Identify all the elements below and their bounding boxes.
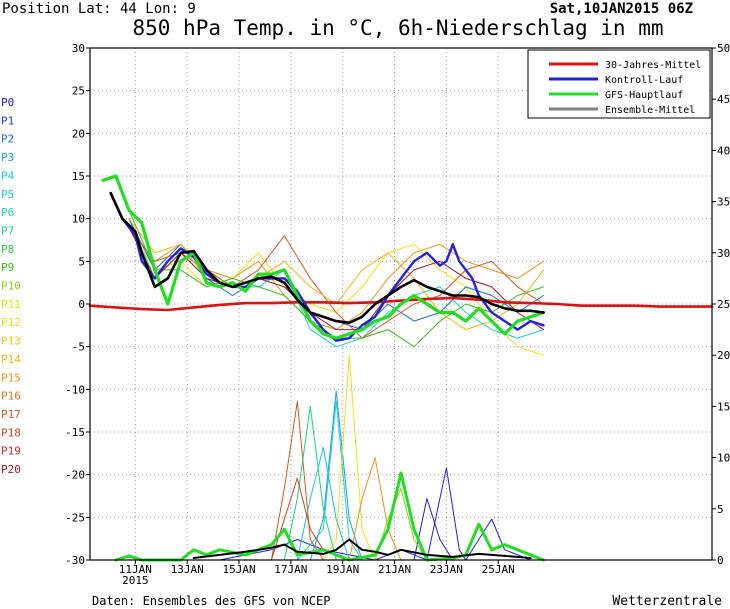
precipitation-tick-label: 5	[717, 503, 724, 516]
member-label-p20: P20	[1, 463, 21, 476]
temperature-tick-label: -30	[65, 554, 85, 567]
legend: 30-Jahres-Mittel Kontroll-Lauf GFS-Hauptla…	[527, 49, 711, 119]
series-line-niederschlag-p-schwarm-6	[413, 498, 454, 561]
precipitation-tick-label: 0	[717, 554, 724, 567]
temperature-tick-label: 15	[72, 170, 85, 183]
series-line-kontroll-lauf	[109, 191, 545, 342]
member-label-p17: P17	[1, 408, 21, 421]
series-line-niederschlag-p-schwarm-4	[270, 400, 324, 561]
member-label-p18: P18	[1, 426, 21, 439]
date-tick-label: 19JAN	[326, 563, 359, 576]
temperature-tick-label: 30	[72, 42, 85, 55]
precipitation-tick-label: 10	[717, 452, 730, 465]
date-tick-year: 2015	[122, 574, 149, 587]
series-line-niederschlag-p-schwarm-1	[296, 400, 363, 561]
series-line-niederschlag-p-schwarm-2	[309, 390, 363, 561]
member-label-p9: P9	[1, 261, 14, 274]
series-line-niederschlag-p-schwarm-10	[374, 487, 428, 561]
temperature-tick-label: -25	[65, 511, 85, 524]
temperature-tick-label: -10	[65, 383, 85, 396]
member-label-p19: P19	[1, 445, 21, 458]
precipitation-tick-label: 35	[717, 196, 730, 209]
member-label-p3: P3	[1, 151, 14, 164]
member-label-p4: P4	[1, 169, 15, 182]
precipitation-tick-label: 40	[717, 144, 730, 157]
series-line-p-schwarm-7	[128, 218, 544, 331]
precipitation-tick-label: 50	[717, 42, 730, 55]
header-run-date: Sat,10JAN2015 06Z	[550, 1, 693, 17]
member-list: P0 P1 P2 P3 P4 P5 P6 P7 P8 P9 P10 P11 P12 P13 P14 P15 P1…	[1, 96, 21, 476]
series-line-niederschlag-p-schwarm-5	[283, 405, 337, 561]
date-tick-label: 13JAN	[171, 563, 204, 576]
member-label-p8: P8	[1, 243, 14, 256]
series-line-niederschlag-p-schwarm-8	[296, 446, 350, 561]
header-position: Position Lat: 44 Lon: 9	[2, 1, 196, 17]
date-tick-label: 25JAN	[482, 563, 515, 576]
legend-entry-label: GFS-Hauptlauf	[605, 90, 683, 101]
member-label-p6: P6	[1, 206, 14, 219]
precipitation-series	[114, 354, 545, 562]
legend-box	[527, 49, 711, 119]
member-label-p1: P1	[1, 114, 14, 127]
series-line-niederschlag-p-schwarm-7	[348, 457, 402, 561]
temperature-tick-label: -15	[65, 426, 85, 439]
series-line-niederschlag-p-schwarm-3	[322, 354, 376, 561]
temperature-tick-label: -5	[72, 341, 85, 354]
member-label-p7: P7	[1, 224, 14, 237]
temperature-axis: 30 25 20 15 10 5 0 -5 -10 -15 -20 -25 -30	[65, 42, 90, 567]
member-label-p13: P13	[1, 335, 21, 348]
temperature-tick-label: 0	[78, 298, 85, 311]
date-tick-label: 11JAN	[119, 563, 152, 576]
member-label-p15: P15	[1, 371, 21, 384]
series-line-ensemble-mittel	[109, 191, 545, 325]
series-line-gfs-hauptlauf	[101, 174, 546, 340]
temperature-tick-label: 5	[78, 255, 85, 268]
member-label-p12: P12	[1, 316, 21, 329]
series-line-30-jahres-mittel	[88, 296, 714, 312]
member-label-p11: P11	[1, 298, 21, 311]
legend-entry-label: Ensemble-Mittel	[605, 105, 695, 116]
date-tick-label: 15JAN	[222, 563, 255, 576]
precipitation-tick-label: 25	[717, 298, 730, 311]
precipitation-tick-label: 45	[717, 93, 730, 106]
member-label-p0: P0	[1, 96, 14, 109]
footer-brand: Wetterzentrale	[612, 594, 722, 609]
temperature-tick-label: 20	[72, 127, 85, 140]
temperature-tick-label: 10	[72, 213, 85, 226]
series-line-niederschlag-gfs-hauptlauf	[114, 471, 545, 562]
date-tick-label: 17JAN	[274, 563, 307, 576]
series-line-niederschlag-ensemble-mittel	[192, 538, 532, 559]
temperature-series	[88, 174, 714, 356]
temperature-tick-label: 25	[72, 85, 85, 98]
date-tick-label: 21JAN	[378, 563, 411, 576]
precipitation-tick-label: 20	[717, 349, 730, 362]
date-tick-label: 23JAN	[430, 563, 463, 576]
member-label-p5: P5	[1, 188, 14, 201]
member-label-p10: P10	[1, 280, 21, 293]
precipitation-tick-label: 15	[717, 400, 730, 413]
footer-source: Daten: Ensembles des GFS von NCEP	[92, 594, 330, 608]
precipitation-tick-label: 30	[717, 247, 730, 260]
member-label-p16: P16	[1, 390, 21, 403]
temperature-tick-label: -20	[65, 469, 85, 482]
member-label-p2: P2	[1, 133, 14, 146]
legend-entry-label: 30-Jahres-Mittel	[605, 60, 701, 71]
member-label-p14: P14	[1, 353, 21, 366]
legend-entry-label: Kontroll-Lauf	[605, 75, 683, 86]
chart-title: 850 hPa Temp. in °C, 6h-Niederschlag in …	[132, 16, 663, 40]
